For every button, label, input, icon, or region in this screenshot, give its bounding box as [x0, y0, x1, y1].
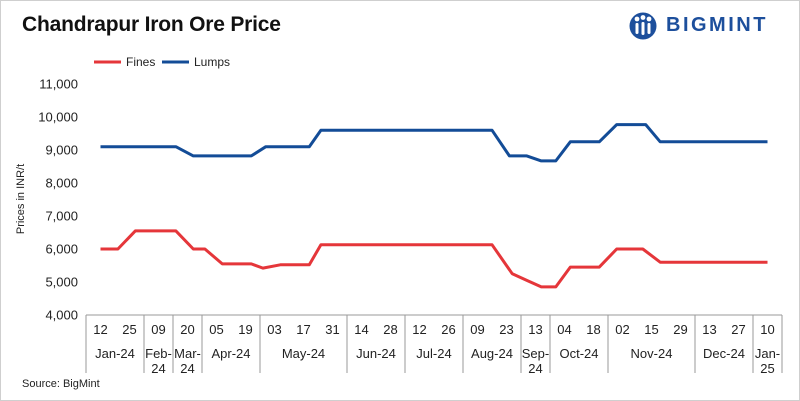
y-tick-label: 10,000	[38, 110, 78, 125]
brand-name: BIGMINT	[666, 14, 768, 36]
month-label: Jun-24	[356, 346, 396, 361]
x-tick-label: 12	[93, 322, 107, 337]
month-label-continued: 24	[180, 361, 194, 376]
x-axis: 12 25 09 20 05 19 03 17 31 14 28 12 26 09 23 13 04 18 02 15…	[85, 314, 783, 376]
x-tick-label: 02	[615, 322, 629, 337]
y-tick-label: 4,000	[45, 308, 78, 323]
y-tick-label: 9,000	[45, 143, 78, 158]
brand-logo: BIGMINT	[628, 10, 788, 42]
month-label: Mar-	[174, 346, 201, 361]
x-tick-label: 20	[180, 322, 194, 337]
y-axis-label: Prices in INR/t	[15, 164, 27, 234]
y-tick-label: 7,000	[45, 209, 78, 224]
month-label-continued: 24	[528, 361, 542, 376]
legend-label-fines: Fines	[126, 55, 155, 69]
x-tick-label: 29	[673, 322, 687, 337]
x-tick-label: 25	[122, 322, 136, 337]
month-label: Jan-	[755, 346, 780, 361]
month-label: Dec-24	[703, 346, 745, 361]
month-label: Sep-	[522, 346, 549, 361]
month-label: Jul-24	[416, 346, 451, 361]
x-tick-label: 13	[528, 322, 542, 337]
x-tick-label: 15	[644, 322, 658, 337]
x-tick-label: 09	[151, 322, 165, 337]
x-tick-label: 23	[499, 322, 513, 337]
chart-legend: Fines Lumps	[94, 55, 230, 69]
x-tick-label: 27	[731, 322, 745, 337]
month-label-continued: 25	[760, 361, 774, 376]
x-tick-label: 04	[557, 322, 571, 337]
x-tick-label: 26	[441, 322, 455, 337]
page-title: Chandrapur Iron Ore Price	[22, 13, 281, 36]
x-tick-label: 13	[702, 322, 716, 337]
month-label-continued: 24	[151, 361, 165, 376]
y-tick-label: 8,000	[45, 176, 78, 191]
x-tick-label: 14	[354, 322, 368, 337]
month-label: Apr-24	[211, 346, 250, 361]
x-tick-label: 09	[470, 322, 484, 337]
x-tick-label: 28	[383, 322, 397, 337]
month-label: Nov-24	[631, 346, 673, 361]
y-tick-label: 11,000	[39, 77, 78, 92]
y-tick-label: 5,000	[45, 275, 78, 290]
legend-label-lumps: Lumps	[194, 55, 230, 69]
x-tick-label: 03	[267, 322, 281, 337]
x-tick-label: 12	[412, 322, 426, 337]
source-note: Source: BigMint	[22, 378, 100, 390]
x-tick-label: 19	[238, 322, 252, 337]
month-label: Aug-24	[471, 346, 513, 361]
series-line-fines	[100, 229, 768, 289]
x-tick-label: 17	[296, 322, 310, 337]
y-tick-label: 6,000	[45, 242, 78, 257]
month-label: Feb-	[145, 346, 172, 361]
y-axis: 4,000 5,000 6,000 7,000 8,000 9,000 10,000 11,0…	[38, 77, 78, 323]
x-tick-label: 31	[325, 322, 339, 337]
x-tick-label: 10	[760, 322, 774, 337]
x-tick-label: 18	[586, 322, 600, 337]
month-label: Oct-24	[559, 346, 598, 361]
series-lines	[100, 123, 768, 289]
x-tick-label: 05	[209, 322, 223, 337]
month-label: Jan-24	[95, 346, 135, 361]
month-label: May-24	[282, 346, 325, 361]
series-line-lumps	[100, 123, 768, 163]
bigmint-logo-icon	[629, 12, 657, 40]
